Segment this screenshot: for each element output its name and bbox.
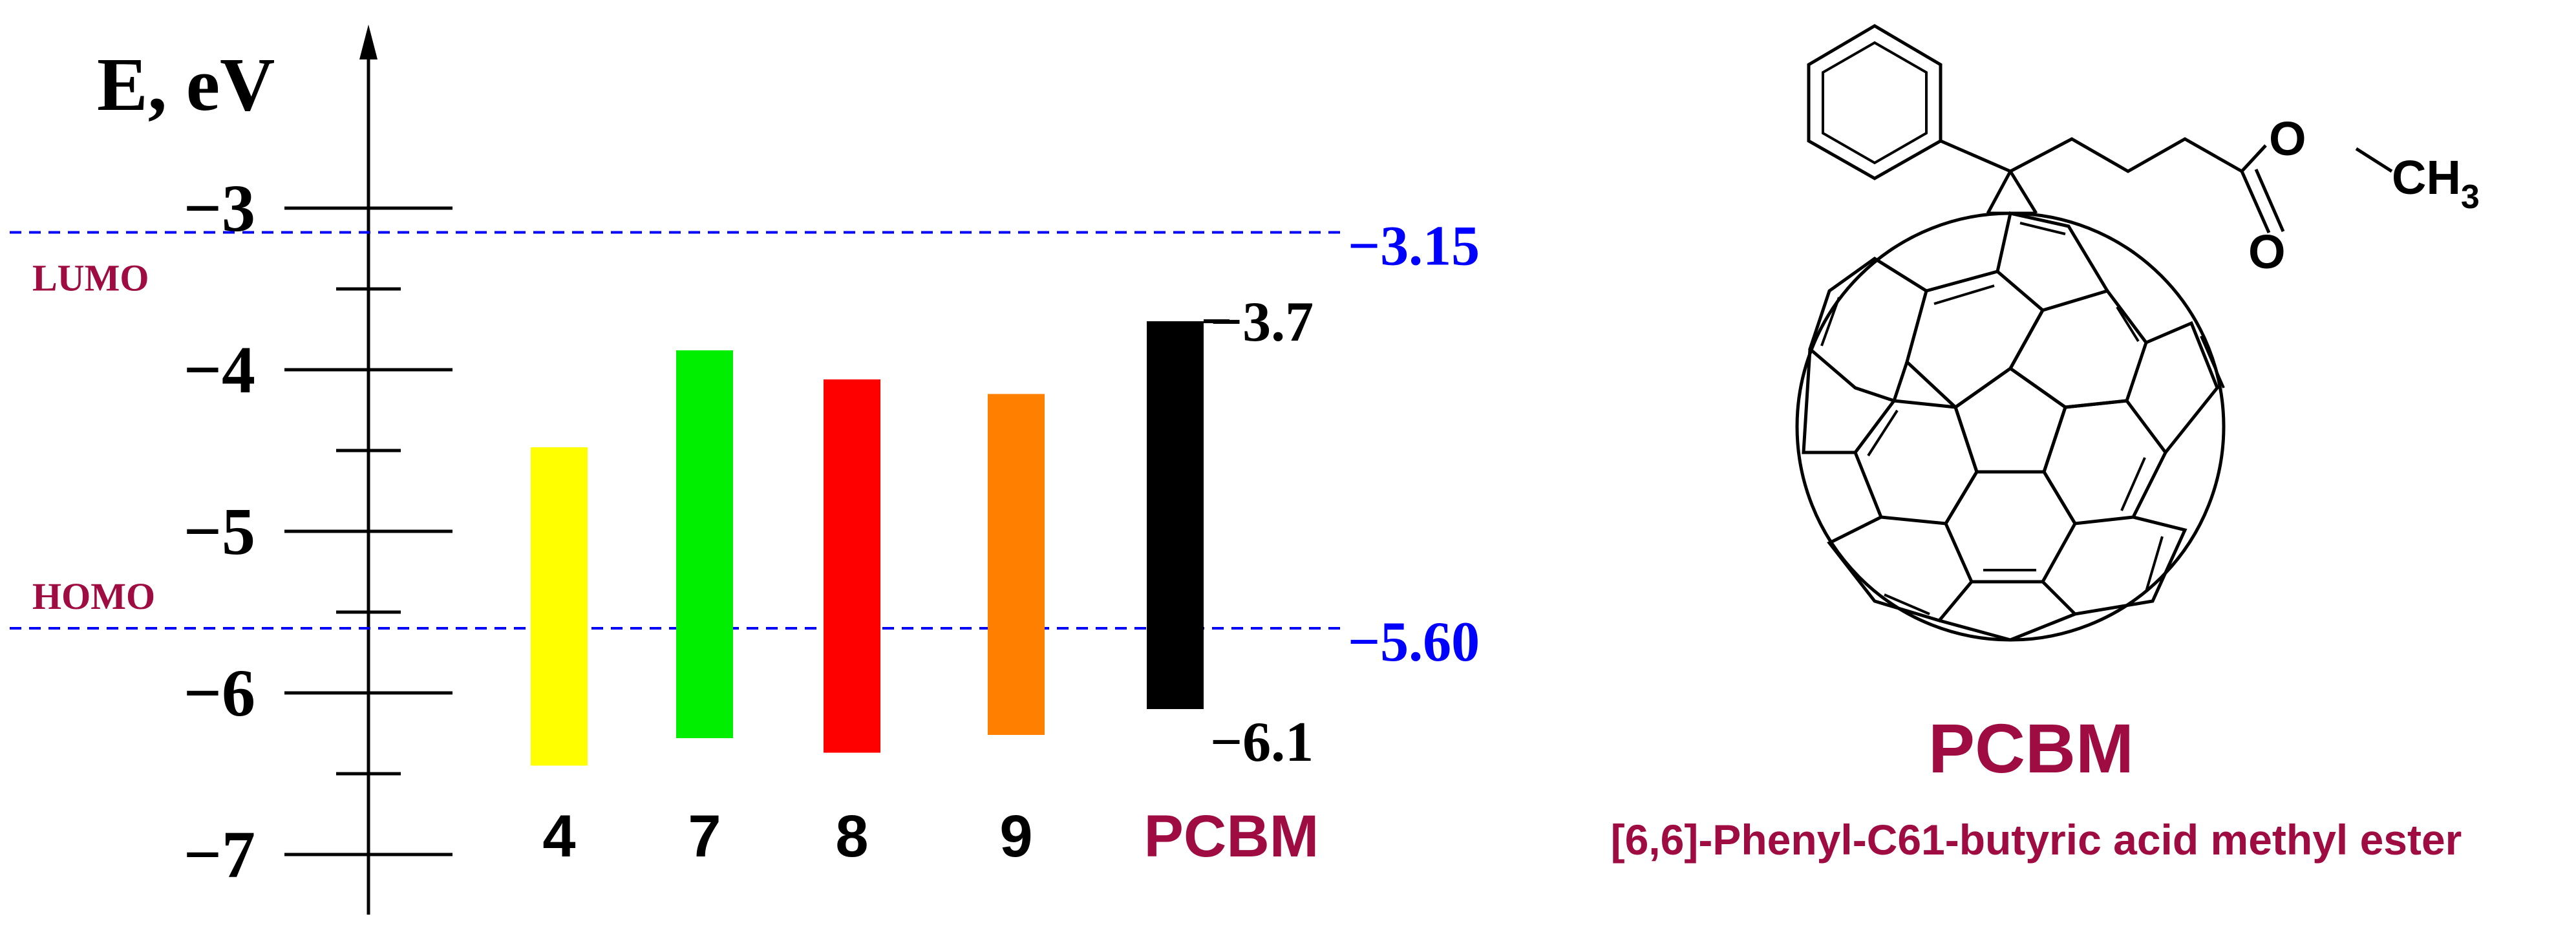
y-tick-label: −6 (184, 656, 255, 730)
pcbm-homo-value: −6.1 (1210, 711, 1314, 774)
energy-bar-4 (531, 447, 588, 766)
carbonyl-oxygen: O (2248, 225, 2286, 279)
x-category-labels: 4 7 8 9 PCBM (542, 803, 1319, 869)
category-label-pcbm: PCBM (1144, 803, 1319, 869)
energy-bar-pcbm (1147, 321, 1204, 709)
category-label-8: 8 (835, 803, 868, 869)
energy-bar-7 (676, 350, 733, 738)
y-tick-label: −5 (184, 494, 255, 569)
y-axis-label: E, eV (97, 42, 275, 127)
lumo-reference-value: −3.15 (1348, 215, 1480, 278)
y-axis-arrowhead (359, 25, 378, 59)
energy-axis: E, eV (97, 25, 378, 915)
pcbm-lumo-value: −3.7 (1210, 291, 1314, 354)
pcbm-level-labels: −3.7 −6.1 (1204, 291, 1314, 774)
molecule-full-name: [6,6]-Phenyl-C61-butyric acid methyl est… (1611, 816, 2462, 864)
ester-oxygen: O (2269, 112, 2306, 165)
molecule-name: PCBM (1928, 709, 2134, 787)
y-tick-label: −7 (184, 818, 255, 892)
phenyl-ring (1807, 24, 1943, 180)
lumo-reference-name: LUMO (32, 257, 149, 299)
energy-bar-8 (824, 379, 880, 753)
category-label-9: 9 (999, 803, 1032, 869)
y-tick-label: −4 (184, 333, 255, 407)
homo-reference-value: −5.60 (1348, 611, 1480, 674)
pcbm-structure: O O CH3 (1611, 24, 2480, 864)
homo-reference-name: HOMO (32, 575, 155, 617)
methyl-group: CH3 (2392, 151, 2480, 216)
category-label-4: 4 (542, 803, 575, 869)
energy-bar-9 (988, 394, 1045, 735)
energy-bars (531, 321, 1204, 766)
reference-lines: LUMO HOMO −3.15 −5.60 (10, 215, 1480, 674)
category-label-7: 7 (688, 803, 721, 869)
y-ticks: −3 −4 −5 −6 −7 (184, 171, 452, 892)
fullerene-cage (1795, 211, 2226, 642)
y-tick-label: −3 (184, 171, 255, 246)
